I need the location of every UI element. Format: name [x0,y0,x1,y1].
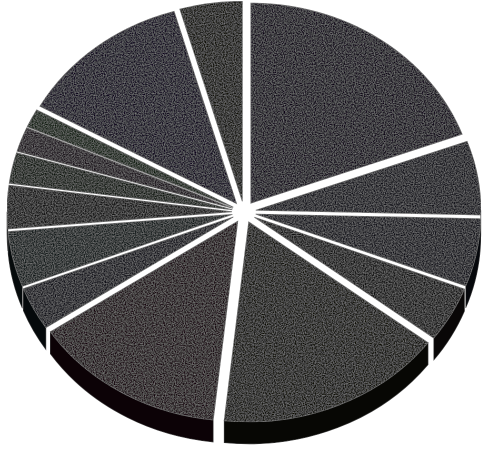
pie-slice-1 [255,140,482,216]
pie-slice-7 [7,214,233,287]
pie-slice-8 [6,184,233,230]
pie-slice-0 [250,2,463,204]
pie-slice-4 [223,221,429,423]
pie-slices [6,0,482,423]
pie-slice-2 [255,213,482,287]
pie-slice-10 [16,127,233,209]
pie-slice-6 [22,216,234,329]
pie-slice-9 [8,152,233,211]
pie-slice-12 [39,10,238,205]
pie-slice-13 [179,0,243,202]
pie-slice-11 [26,109,234,208]
pie-slice-5 [49,220,239,421]
pie-slice-3 [254,216,466,339]
